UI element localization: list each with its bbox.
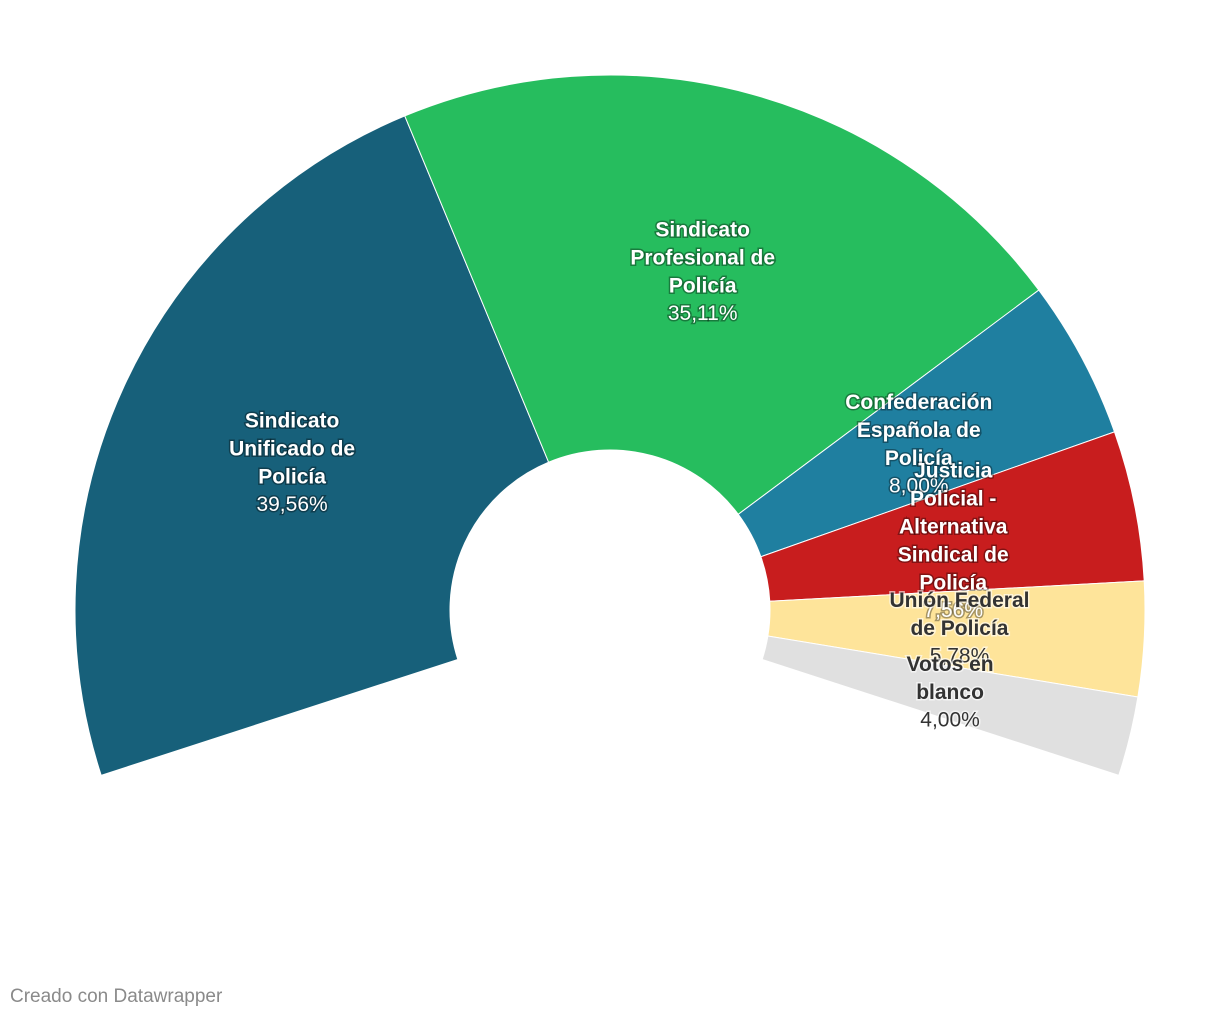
slice-label: Justicia Policial - Alternativa Sindical de… <box>898 459 1009 594</box>
label-line: Española de <box>857 419 981 442</box>
label-line: Policial - <box>910 487 996 510</box>
value-label: 8,00% <box>889 475 949 498</box>
slice <box>404 74 1040 516</box>
slice-label: Unión Federal de Policía <box>889 589 1029 640</box>
footer: Creado con Datawrapper <box>10 986 223 1007</box>
label-line: Unión Federal <box>889 589 1029 612</box>
label-line: Justicia <box>914 459 993 482</box>
label-line: Alternativa <box>899 515 1008 538</box>
label-line: Unificado de <box>229 437 355 460</box>
value-label: 7,56% <box>923 599 983 622</box>
slice-label: Confederación Española de Policía <box>845 391 992 470</box>
slice <box>761 635 1139 776</box>
label-line: Votos en <box>907 652 994 675</box>
label-line: Confederación <box>845 391 992 414</box>
slice-label: Sindicato Profesional de Policía <box>630 218 775 297</box>
label-line: blanco <box>916 680 984 703</box>
slice-label: Sindicato Unificado de Policía <box>229 409 355 488</box>
label-line: Sindicato <box>245 409 340 432</box>
label-line: Sindical de <box>898 543 1009 566</box>
label-line: Policía <box>885 447 953 470</box>
value-label: 35,11% <box>668 302 738 325</box>
label-line: Policía <box>258 465 326 488</box>
label-line: Sindicato <box>655 218 750 241</box>
value-label: 39,56% <box>256 493 327 516</box>
slice-label: Votos en blanco <box>907 652 994 703</box>
label-line: Profesional de <box>630 246 775 269</box>
value-label: 4,00% <box>920 708 980 731</box>
slice <box>74 115 550 776</box>
label-line: Policía <box>919 571 987 594</box>
value-label: 5,78% <box>930 645 990 668</box>
label-line: de Policía <box>910 617 1008 640</box>
label-line: Policía <box>669 274 737 297</box>
